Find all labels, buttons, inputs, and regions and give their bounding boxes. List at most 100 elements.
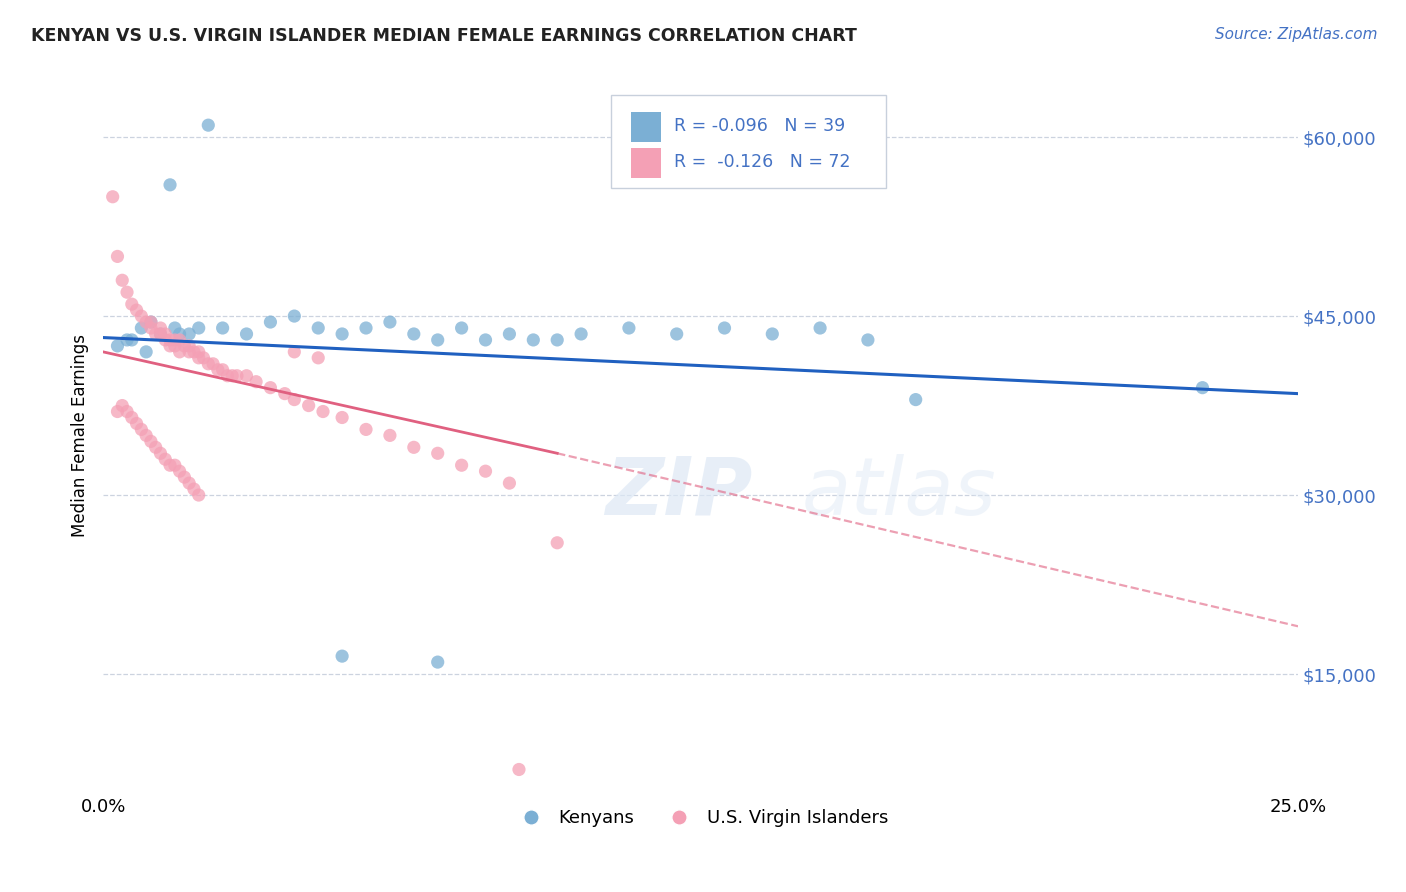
Point <box>183 482 205 496</box>
Point <box>187 344 209 359</box>
Point <box>546 333 568 347</box>
Point <box>115 333 138 347</box>
Point <box>226 368 249 383</box>
Point <box>163 339 186 353</box>
Point <box>125 303 148 318</box>
Point <box>121 333 143 347</box>
Point <box>713 321 735 335</box>
Point <box>159 458 181 473</box>
Point <box>283 392 305 407</box>
FancyBboxPatch shape <box>612 95 886 188</box>
Point <box>904 392 927 407</box>
Point <box>139 434 162 449</box>
Point <box>155 333 177 347</box>
Point <box>179 344 201 359</box>
Point <box>183 344 205 359</box>
Point <box>498 326 520 341</box>
Point <box>474 333 496 347</box>
Point <box>187 351 209 365</box>
Point <box>107 249 129 263</box>
Point <box>378 428 401 442</box>
Point <box>426 446 449 460</box>
Point <box>155 452 177 467</box>
Point <box>330 410 353 425</box>
Text: R =  -0.126   N = 72: R = -0.126 N = 72 <box>675 153 851 170</box>
Point <box>546 535 568 549</box>
Point <box>426 655 449 669</box>
Point <box>450 321 472 335</box>
Point <box>207 363 229 377</box>
Point <box>169 464 191 478</box>
Point <box>163 321 186 335</box>
Point <box>121 410 143 425</box>
Point <box>131 422 153 436</box>
Point <box>131 321 153 335</box>
Point <box>217 368 239 383</box>
Point <box>135 315 157 329</box>
Point <box>202 357 225 371</box>
Point <box>107 339 129 353</box>
Point <box>179 326 201 341</box>
Point <box>173 470 195 484</box>
Point <box>402 326 425 341</box>
Point <box>378 315 401 329</box>
Point <box>307 351 329 365</box>
Point <box>283 309 305 323</box>
Point <box>474 464 496 478</box>
Point <box>149 321 172 335</box>
Point <box>111 273 134 287</box>
Point <box>259 315 281 329</box>
FancyBboxPatch shape <box>631 112 661 142</box>
Point <box>139 315 162 329</box>
Point <box>197 357 219 371</box>
Point <box>245 375 267 389</box>
Point <box>330 326 353 341</box>
Point <box>808 321 831 335</box>
Point <box>221 368 243 383</box>
Legend: Kenyans, U.S. Virgin Islanders: Kenyans, U.S. Virgin Islanders <box>506 802 896 834</box>
Point <box>426 333 449 347</box>
Point <box>125 417 148 431</box>
Point <box>149 446 172 460</box>
Point <box>354 422 377 436</box>
Point <box>101 190 124 204</box>
Point <box>169 333 191 347</box>
Point <box>307 321 329 335</box>
Point <box>115 404 138 418</box>
Point <box>193 351 215 365</box>
Point <box>121 297 143 311</box>
Point <box>283 344 305 359</box>
Point <box>187 321 209 335</box>
Point <box>107 404 129 418</box>
Point <box>139 321 162 335</box>
Point <box>298 399 321 413</box>
Point <box>617 321 640 335</box>
Point <box>211 363 233 377</box>
Point <box>145 326 167 341</box>
Point <box>856 333 879 347</box>
Point <box>139 315 162 329</box>
Point <box>159 339 181 353</box>
Point <box>135 428 157 442</box>
Point <box>169 344 191 359</box>
Point <box>259 381 281 395</box>
Point <box>665 326 688 341</box>
Text: ZIP: ZIP <box>605 454 752 532</box>
Point <box>508 763 530 777</box>
Point <box>173 339 195 353</box>
Point <box>330 649 353 664</box>
Point <box>163 333 186 347</box>
Text: KENYAN VS U.S. VIRGIN ISLANDER MEDIAN FEMALE EARNINGS CORRELATION CHART: KENYAN VS U.S. VIRGIN ISLANDER MEDIAN FE… <box>31 27 856 45</box>
Point <box>163 458 186 473</box>
Point <box>235 368 257 383</box>
Point <box>179 476 201 491</box>
Point <box>354 321 377 335</box>
Point <box>1191 381 1213 395</box>
Point <box>111 399 134 413</box>
Point <box>312 404 335 418</box>
Point <box>402 440 425 454</box>
Point <box>179 339 201 353</box>
Y-axis label: Median Female Earnings: Median Female Earnings <box>72 334 89 537</box>
Point <box>169 326 191 341</box>
Point <box>135 344 157 359</box>
